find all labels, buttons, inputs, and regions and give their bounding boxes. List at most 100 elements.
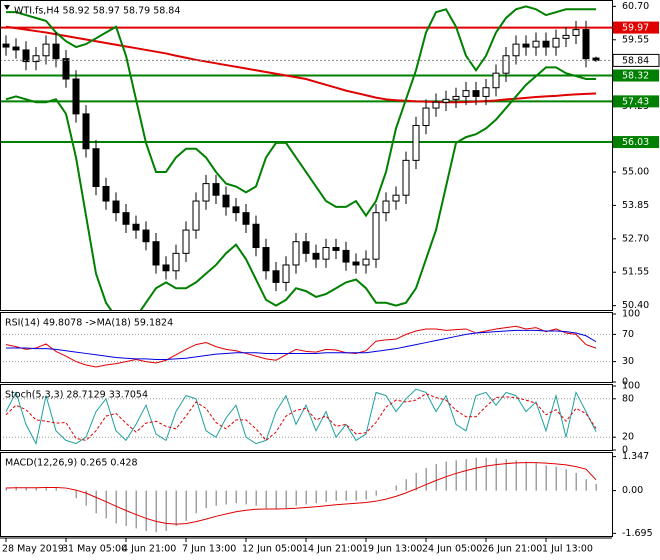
- level-label-box: [613, 21, 659, 34]
- y-tick-label: 0.00: [622, 485, 643, 496]
- y-tick-label: 70: [622, 329, 634, 340]
- panel-title: WTI.fs,H4 58.92 58.97 58.79 58.84: [14, 6, 180, 17]
- panel-plot: [0, 5, 612, 310]
- histogram-bar: [295, 490, 297, 506]
- histogram-bar: [275, 490, 277, 510]
- histogram-bar: [125, 490, 127, 526]
- candle-body: [452, 95, 460, 100]
- histogram-bar: [515, 460, 517, 491]
- y-tick-label: 1.347: [622, 451, 649, 462]
- histogram-bar: [465, 459, 467, 491]
- y-tick-label: 30: [622, 356, 634, 367]
- candle-body: [282, 264, 290, 283]
- y-tick-label: 60.70: [622, 1, 649, 12]
- histogram-bar: [45, 486, 47, 491]
- histogram-bar: [115, 490, 117, 524]
- candle-body: [382, 200, 390, 214]
- histogram-bar: [375, 490, 377, 496]
- candle-body: [352, 261, 360, 266]
- histogram-bar: [5, 488, 7, 491]
- candle-body: [222, 194, 230, 208]
- indicator-line: [6, 5, 596, 218]
- candle-body: [172, 252, 180, 272]
- histogram-bar: [225, 490, 227, 505]
- candle-body: [152, 241, 160, 266]
- histogram-bar: [235, 490, 237, 504]
- candle-body: [482, 87, 490, 97]
- y-tick-label: 53.85: [622, 200, 649, 211]
- candle-body: [302, 241, 310, 254]
- panel-frame: [0, 312, 613, 383]
- histogram-bar: [265, 490, 267, 509]
- x-tick-label: 19 Jun 13:00: [362, 544, 422, 555]
- panel-plot: [0, 325, 612, 368]
- y-tick-label: 55.00: [622, 166, 649, 177]
- candle-body: [402, 159, 410, 196]
- histogram-bar: [535, 462, 537, 491]
- candle-body: [492, 72, 500, 89]
- candle-body: [512, 43, 520, 57]
- level-label: 59.97: [622, 23, 649, 34]
- candle-body: [242, 212, 250, 225]
- candle-body: [422, 107, 430, 126]
- histogram-bar: [155, 490, 157, 533]
- histogram-bar: [135, 490, 137, 529]
- histogram-bar: [145, 490, 147, 531]
- x-tick-label: 12 Jun 05:00: [242, 544, 302, 555]
- y-tick-label: 80: [622, 393, 634, 404]
- histogram-bar: [15, 486, 17, 491]
- panel-title: RSI(14) 49.8078 ->MA(18) 59.1824: [5, 318, 173, 329]
- histogram-bar: [425, 467, 427, 491]
- indicator-line: [5, 25, 597, 104]
- level-label-box: [613, 136, 659, 149]
- candle-body: [582, 29, 590, 60]
- x-tick-label: 31 May 05:00: [62, 544, 127, 555]
- candle-body: [522, 43, 530, 48]
- level-label-box: [613, 95, 659, 108]
- histogram-bar: [105, 490, 107, 519]
- candle-body: [412, 124, 420, 161]
- level-label: 58.32: [622, 71, 649, 82]
- candle-body: [142, 229, 150, 243]
- histogram-bar: [445, 461, 447, 491]
- histogram-bar: [455, 460, 457, 491]
- histogram-bar: [355, 490, 357, 501]
- histogram-bar: [365, 490, 367, 500]
- histogram-bar: [285, 490, 287, 509]
- candle-body: [192, 200, 200, 231]
- histogram-bar: [435, 464, 437, 491]
- histogram-bar: [55, 488, 57, 491]
- candle-body: [132, 223, 140, 231]
- y-tick-label: 100: [622, 381, 640, 392]
- y-tick-label: 0: [622, 445, 628, 456]
- candle-body: [202, 183, 210, 202]
- candle-body: [532, 40, 540, 48]
- histogram-bar: [335, 490, 337, 501]
- histogram-bar: [305, 490, 307, 505]
- candle-body: [262, 247, 270, 272]
- histogram-bar: [195, 490, 197, 514]
- histogram-bar: [75, 490, 77, 499]
- candle-body: [42, 43, 50, 57]
- candle-body: [92, 148, 100, 188]
- histogram-bar: [575, 472, 577, 491]
- candle-body: [442, 98, 450, 103]
- histogram-bar: [545, 465, 547, 491]
- candle-body: [562, 34, 570, 39]
- histogram-bar: [185, 490, 187, 521]
- panel-frame: [0, 384, 613, 451]
- x-tick-label: 24 Jun 05:00: [422, 544, 482, 555]
- last-price-box: [612, 53, 660, 67]
- candle-body: [232, 206, 240, 214]
- histogram-bar: [495, 458, 497, 491]
- x-tick-label: 14 Jun 21:00: [302, 544, 362, 555]
- histogram-bar: [525, 461, 527, 491]
- histogram-bar: [475, 457, 477, 491]
- histogram-bar: [215, 490, 217, 506]
- histogram-bar: [35, 487, 37, 491]
- candle-body: [342, 249, 350, 263]
- candle-body: [162, 264, 170, 272]
- level-label: 57.43: [622, 96, 649, 107]
